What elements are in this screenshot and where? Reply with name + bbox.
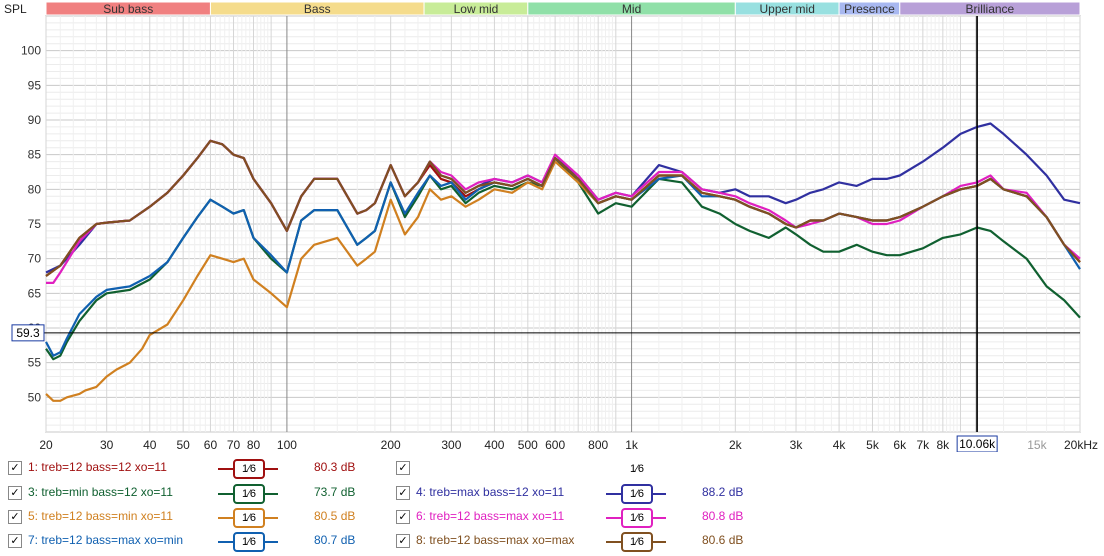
smoothing-label: 1⁄6 [233, 532, 265, 552]
legend-label: 4: treb=max bass=12 xo=11 [416, 485, 565, 499]
series-visibility-checkbox[interactable]: ✓ [396, 510, 410, 524]
y-tick-label: 55 [28, 356, 42, 370]
y-axis-label: SPL [4, 2, 27, 16]
x-tick-label: 80 [247, 438, 261, 452]
x-tick-label: 5k [866, 438, 880, 452]
x-tick-label: 500 [518, 438, 538, 452]
x-tick-label: 70 [227, 438, 241, 452]
smoothing-label: 1⁄6 [621, 532, 653, 552]
smoothing-label: 1⁄6 [621, 508, 653, 528]
y-tick-label: 90 [28, 113, 42, 127]
legend-entry: ✓ 4: treb=max bass=12 xo=11 1⁄6 88.2 dB [394, 484, 774, 504]
series-line-8 [45, 139, 1081, 277]
x-tick-label: 60 [204, 438, 218, 452]
band-label: Mid [622, 2, 641, 16]
legend-entry: ✓ 1: treb=12 bass=12 xo=11 1⁄6 80.3 dB [6, 459, 386, 479]
legend-label: 6: treb=12 bass=max xo=11 [416, 509, 565, 523]
y-tick-label: 85 [28, 148, 42, 162]
y-tick-label: 65 [28, 286, 42, 300]
band-label: Bass [304, 2, 331, 16]
y-tick-label: 100 [21, 44, 41, 58]
series-visibility-checkbox[interactable]: ✓ [396, 486, 410, 500]
band-label: Upper mid [760, 2, 815, 16]
smoothing-label: 1⁄6 [233, 484, 265, 504]
smoothing-label: 1⁄6 [621, 484, 653, 504]
y-tick-label: 80 [28, 182, 42, 196]
x-tick-label: 600 [545, 438, 565, 452]
x-tick-label: 30 [100, 438, 114, 452]
legend-entry: ✓ 6: treb=12 bass=max xo=11 1⁄6 80.8 dB [394, 508, 774, 528]
x-tick-label: 4k [833, 438, 847, 452]
smoothing-button[interactable]: 1⁄6 [218, 459, 278, 479]
y-tick-label: 70 [28, 252, 42, 266]
legend-value: 80.6 dB [702, 533, 744, 547]
x-tick-label: 15k [1027, 438, 1047, 452]
legend-label: 8: treb=12 bass=max xo=max [416, 533, 575, 547]
smoothing-button[interactable]: 1⁄6 [218, 508, 278, 528]
series-visibility-checkbox[interactable]: ✓ [8, 510, 22, 524]
x-tick-label: 50 [176, 438, 190, 452]
series-visibility-checkbox[interactable]: ✓ [396, 461, 410, 475]
legend-entry: ✓ 3: treb=min bass=12 xo=11 1⁄6 73.7 dB [6, 484, 386, 504]
band-label: Presence [844, 2, 895, 16]
legend-entry: ✓ 8: treb=12 bass=max xo=max 1⁄6 80.6 dB [394, 532, 774, 552]
smoothing-button[interactable]: 1⁄6 [606, 459, 666, 479]
band-label: Brilliance [966, 2, 1015, 16]
smoothing-button[interactable]: 1⁄6 [606, 508, 666, 528]
smoothing-label: 1⁄6 [233, 508, 265, 528]
legend-value: 88.2 dB [702, 485, 744, 499]
series-visibility-checkbox[interactable]: ✓ [396, 534, 410, 548]
cursor-x-label: 10.06k [959, 437, 996, 451]
band-brilliance [899, 1, 1081, 16]
x-tick-label: 2k [729, 438, 743, 452]
x-tick-label: 1k [625, 438, 639, 452]
legend-label: 1: treb=12 bass=12 xo=11 [28, 460, 167, 474]
smoothing-label: 1⁄6 [629, 463, 645, 475]
x-tick-label: 300 [441, 438, 461, 452]
series-visibility-checkbox[interactable]: ✓ [8, 534, 22, 548]
smoothing-button[interactable]: 1⁄6 [606, 532, 666, 552]
legend-label: 5: treb=12 bass=min xo=11 [28, 509, 173, 523]
spl-chart[interactable]: 50556065707580859095100SPL20304050607080… [0, 0, 1104, 452]
x-tick-label: 3k [790, 438, 804, 452]
y-tick-label: 75 [28, 217, 42, 231]
x-tick-label: 40 [143, 438, 157, 452]
cursor-y-box [11, 324, 45, 342]
y-tick-label: 95 [28, 78, 42, 92]
legend-value: 80.5 dB [314, 509, 356, 523]
legend-entry: ✓ 7: treb=12 bass=max xo=min 1⁄6 80.7 dB [6, 532, 386, 552]
x-tick-label: 200 [381, 438, 401, 452]
legend-value: 73.7 dB [314, 485, 356, 499]
series-visibility-checkbox[interactable]: ✓ [8, 486, 22, 500]
cursor-y-label: 59.3 [16, 326, 40, 340]
x-tick-label: 6k [893, 438, 907, 452]
y-tick-label: 50 [28, 390, 42, 404]
x-tick-label: 100 [277, 438, 297, 452]
smoothing-button[interactable]: 1⁄6 [218, 484, 278, 504]
smoothing-button[interactable]: 1⁄6 [606, 484, 666, 504]
legend-entry: ✓ 1⁄6 [394, 459, 774, 479]
smoothing-label: 1⁄6 [233, 459, 265, 479]
x-tick-label: 20kHz [1064, 438, 1098, 452]
smoothing-button[interactable]: 1⁄6 [218, 532, 278, 552]
x-tick-label: 7k [917, 438, 931, 452]
legend-value: 80.8 dB [702, 509, 744, 523]
x-tick-label: 400 [484, 438, 504, 452]
legend-entry: ✓ 5: treb=12 bass=min xo=11 1⁄6 80.5 dB [6, 508, 386, 528]
band-label: Sub bass [103, 2, 153, 16]
x-tick-label: 8k [936, 438, 950, 452]
x-tick-label: 20 [39, 438, 53, 452]
cursor-x-box [956, 435, 998, 452]
legend-value: 80.3 dB [314, 460, 356, 474]
band-label: Low mid [454, 2, 499, 16]
x-tick-label: 800 [588, 438, 608, 452]
legend-value: 80.7 dB [314, 533, 356, 547]
legend-label: 7: treb=12 bass=max xo=min [28, 533, 184, 547]
legend-label: 3: treb=min bass=12 xo=11 [28, 485, 173, 499]
series-visibility-checkbox[interactable]: ✓ [8, 461, 22, 475]
